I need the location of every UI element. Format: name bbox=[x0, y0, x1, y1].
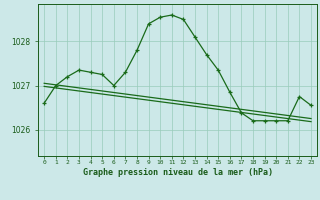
X-axis label: Graphe pression niveau de la mer (hPa): Graphe pression niveau de la mer (hPa) bbox=[83, 168, 273, 177]
